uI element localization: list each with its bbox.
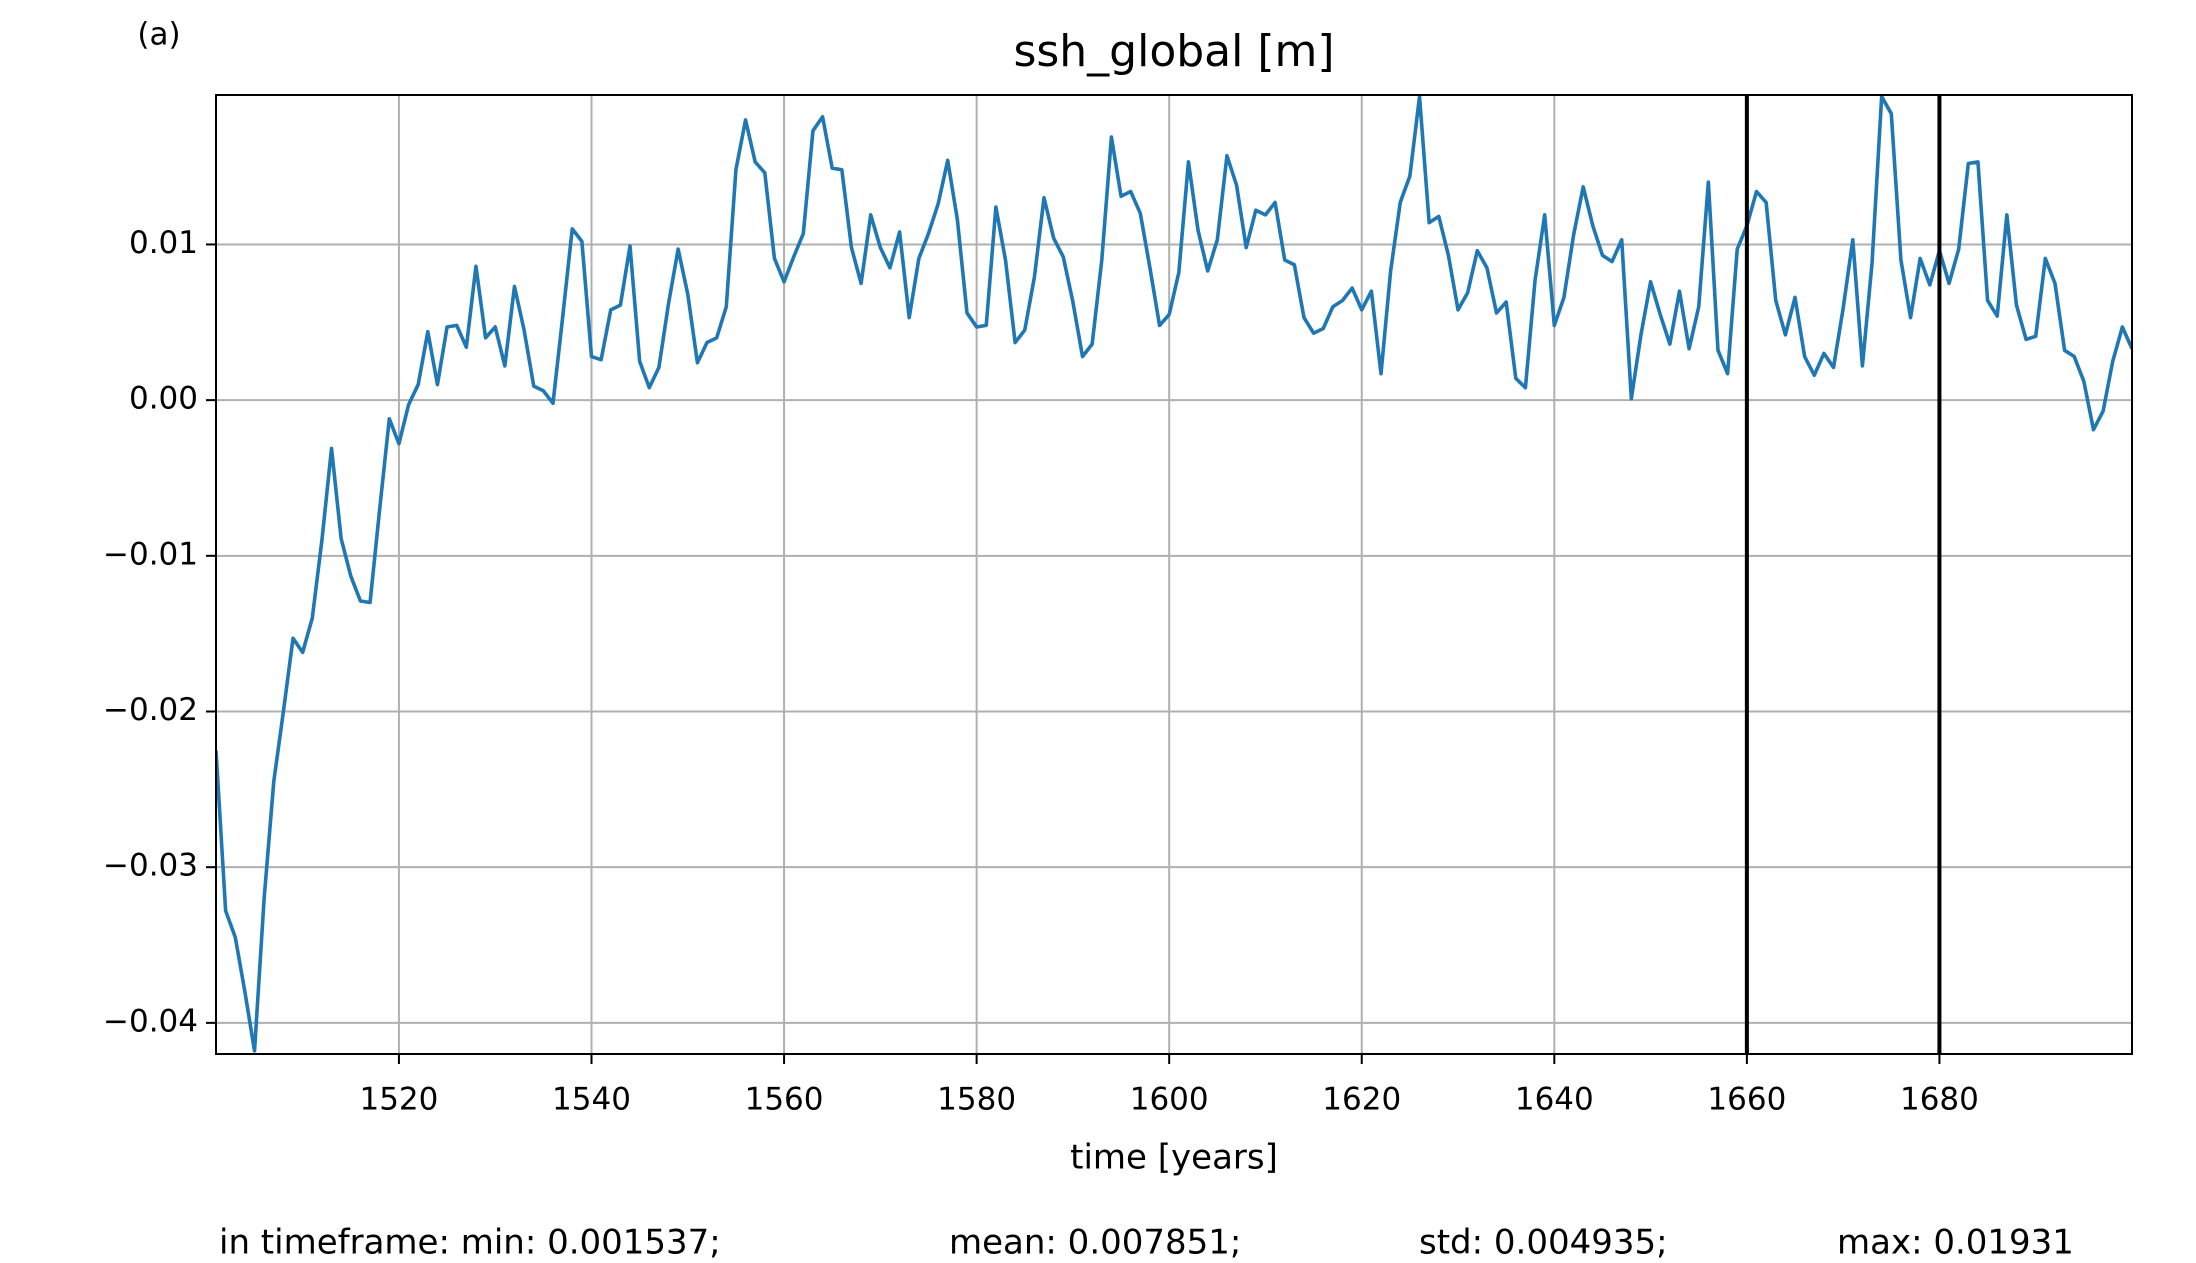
x-tick-label: 1580 <box>937 1082 1016 1118</box>
y-tick-label: −0.02 <box>103 692 198 728</box>
y-tick-label: 0.01 <box>129 225 198 261</box>
y-tick-label: −0.01 <box>103 536 198 572</box>
x-tick-label: 1620 <box>1322 1082 1401 1118</box>
footer-stat: std: 0.004935; <box>1419 1223 1668 1263</box>
y-tick-label: −0.04 <box>103 1003 198 1039</box>
chart-title: ssh_global [m] <box>1013 26 1334 77</box>
footer-stat: in timeframe: min: 0.001537; <box>219 1223 721 1263</box>
footer-stat: max: 0.01931 <box>1837 1223 2074 1263</box>
x-tick-label: 1600 <box>1130 1082 1209 1118</box>
x-tick-label: 1540 <box>552 1082 631 1118</box>
y-tick-label: −0.03 <box>103 848 198 884</box>
x-axis-label: time [years] <box>1070 1138 1278 1178</box>
footer-stat: mean: 0.007851; <box>949 1223 1241 1263</box>
x-tick-label: 1660 <box>1707 1082 1786 1118</box>
x-tick-label: 1560 <box>745 1082 824 1118</box>
data-line <box>216 95 2132 1053</box>
y-tick-label: 0.00 <box>129 381 198 417</box>
x-tick-label: 1520 <box>359 1082 438 1118</box>
x-tick-label: 1680 <box>1900 1082 1979 1118</box>
plot-frame <box>215 94 2133 1055</box>
panel-label: (a) <box>137 17 180 53</box>
x-tick-label: 1640 <box>1515 1082 1594 1118</box>
